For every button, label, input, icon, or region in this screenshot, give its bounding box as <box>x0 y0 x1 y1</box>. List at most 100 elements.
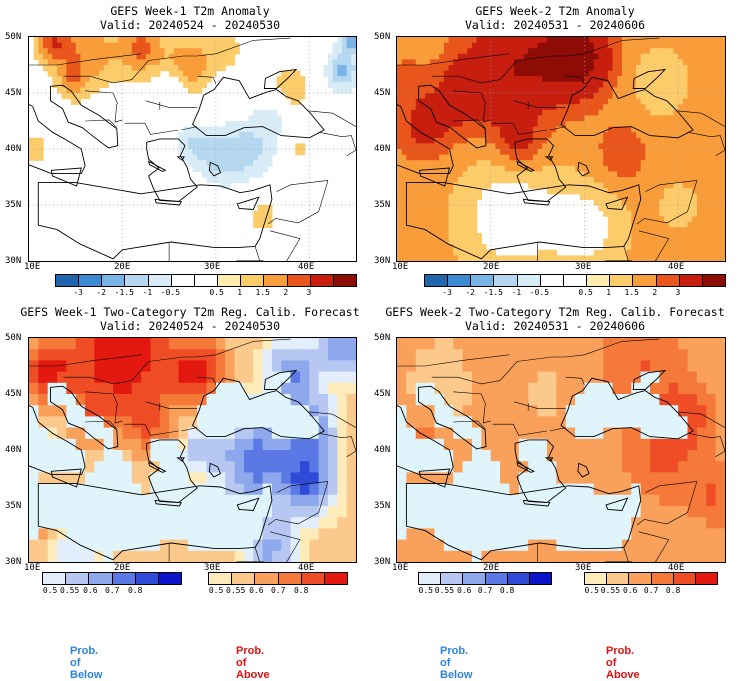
field-cell <box>635 227 642 234</box>
field-cell <box>66 427 77 440</box>
field-cell <box>66 550 77 562</box>
field-cell <box>253 126 259 133</box>
colorbar-tick-label: 0.5 <box>418 586 433 595</box>
field-cell <box>607 104 614 111</box>
field-cell <box>659 360 670 373</box>
lon-label-30e: 30E <box>204 563 221 573</box>
field-cell <box>664 115 670 122</box>
field-cell <box>640 76 646 83</box>
field-cell <box>401 37 407 44</box>
field-cell <box>429 255 436 261</box>
field-cell <box>696 238 703 245</box>
field-cell <box>612 143 618 150</box>
country-border <box>678 411 725 428</box>
field-cell <box>99 70 105 77</box>
field-cell <box>401 59 407 66</box>
field-cell <box>29 539 39 552</box>
field-cell <box>401 109 407 116</box>
field-cell <box>668 506 679 518</box>
field-cell <box>462 494 473 507</box>
field-cell <box>631 59 637 66</box>
field-cell <box>546 461 557 473</box>
field-cell <box>425 244 431 251</box>
colorbar-tick-label: 0.8 <box>293 586 309 595</box>
field-cell <box>346 42 352 49</box>
field-cell <box>631 416 642 429</box>
field-cell <box>94 349 105 361</box>
field-cell <box>626 171 632 178</box>
field-cell <box>183 137 189 144</box>
field-cell <box>509 255 515 261</box>
field-cell <box>565 382 576 395</box>
field-cell <box>575 37 581 44</box>
field-cell <box>673 193 679 200</box>
field-cell <box>420 42 426 49</box>
field-cell <box>678 171 684 178</box>
field-cell <box>715 255 721 261</box>
field-cell <box>528 171 534 178</box>
field-cell <box>500 70 506 77</box>
field-cell <box>159 349 170 361</box>
field-cell <box>47 405 58 417</box>
field-cell <box>673 188 679 195</box>
field-cell <box>603 126 609 133</box>
field-cell <box>565 472 576 485</box>
field-cell <box>411 115 417 122</box>
field-cell <box>678 349 689 361</box>
field-cell <box>626 42 632 49</box>
field-cell <box>509 550 520 562</box>
field-cell <box>457 244 464 251</box>
field-cell <box>136 65 142 72</box>
field-cell <box>122 528 133 541</box>
field-cell <box>720 221 725 228</box>
field-cell <box>537 121 543 128</box>
field-cell <box>192 137 198 144</box>
field-cell <box>150 70 156 77</box>
field-cell <box>453 205 459 212</box>
field-cell <box>150 461 161 473</box>
field-cell <box>589 59 595 66</box>
colorbar-swatch <box>651 573 674 584</box>
field-cell <box>462 48 468 55</box>
field-cell <box>94 517 105 529</box>
field-cell <box>462 165 468 172</box>
field-cell <box>122 506 133 518</box>
field-cell <box>701 87 707 94</box>
field-cell <box>443 450 454 462</box>
field-cell <box>659 199 665 206</box>
field-cell <box>113 517 124 529</box>
field-cell <box>453 494 464 507</box>
field-cell <box>720 87 725 94</box>
field-cell <box>598 132 604 139</box>
field-cell <box>607 205 614 212</box>
field-cell <box>471 216 478 223</box>
field-cell <box>715 188 721 195</box>
field-cell <box>131 483 142 496</box>
field-cell <box>141 42 147 49</box>
field-cell <box>243 160 250 167</box>
field-cell <box>225 126 231 133</box>
field-cell <box>668 255 675 261</box>
field-cell <box>617 171 623 178</box>
field-cell <box>523 137 529 144</box>
field-cell <box>476 59 482 66</box>
field-cell <box>537 160 543 167</box>
field-cell <box>668 483 679 496</box>
field-cell <box>453 233 459 240</box>
field-cell <box>481 255 487 261</box>
field-cell <box>206 143 212 150</box>
field-cell <box>715 53 721 60</box>
field-cell <box>415 244 422 251</box>
field-cell <box>682 210 689 217</box>
field-cell <box>406 221 412 228</box>
panel-title-line1: GEFS Week-1 Two-Category T2m Reg. Calib.… <box>20 305 360 319</box>
field-cell <box>397 216 403 223</box>
field-cell <box>453 126 459 133</box>
above-colorbar <box>584 572 718 585</box>
field-cell <box>351 65 356 72</box>
field-cell <box>52 59 58 66</box>
lon-label-20e: 20E <box>483 563 500 573</box>
field-cell <box>682 244 689 251</box>
field-cell <box>234 405 245 417</box>
field-cell <box>425 48 431 55</box>
